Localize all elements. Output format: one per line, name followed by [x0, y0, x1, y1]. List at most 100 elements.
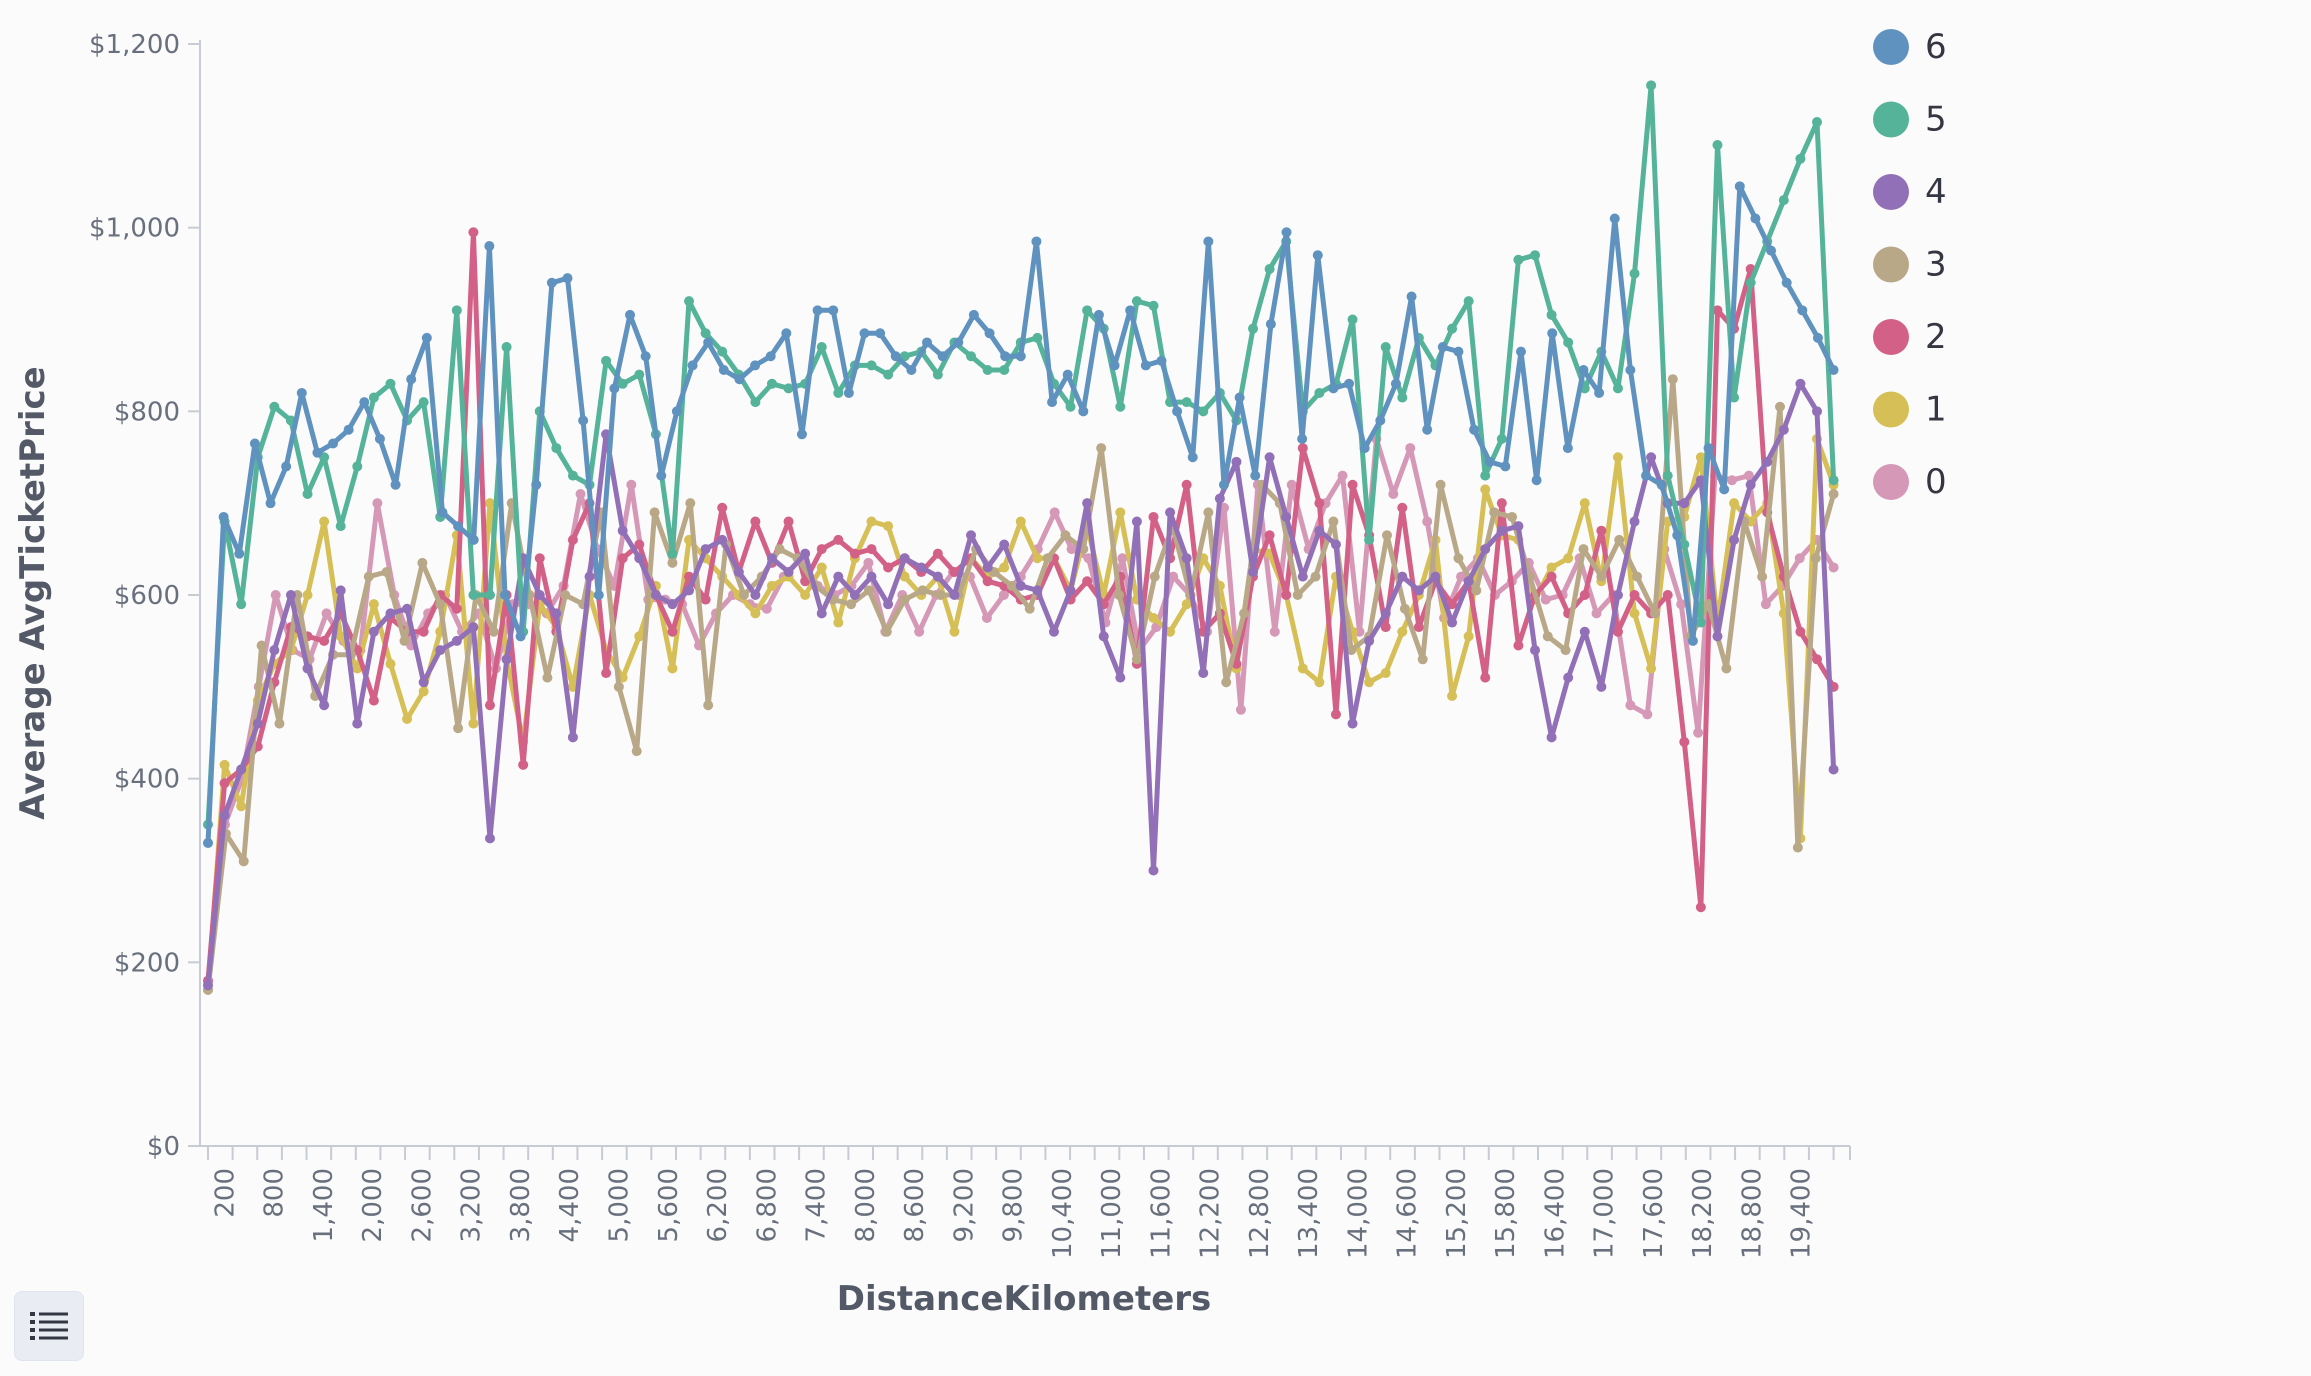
- data-point: [1794, 553, 1805, 564]
- data-point: [451, 603, 462, 614]
- data-point: [684, 585, 695, 596]
- data-point: [906, 365, 917, 376]
- data-point: [922, 337, 933, 348]
- data-point: [833, 534, 844, 545]
- data-point: [1625, 365, 1636, 376]
- data-point: [1314, 387, 1325, 398]
- data-point: [1693, 727, 1704, 738]
- data-point: [1729, 498, 1740, 509]
- data-point: [1148, 865, 1159, 876]
- data-point: [1181, 599, 1192, 610]
- data-point: [935, 590, 946, 600]
- data-point: [1397, 392, 1408, 403]
- data-point: [1596, 681, 1607, 692]
- data-point: [1234, 392, 1245, 403]
- data-point: [1430, 571, 1441, 582]
- data-point: [1828, 475, 1839, 486]
- data-point: [1330, 539, 1341, 550]
- legend-label: 5: [1925, 100, 1947, 140]
- data-point: [1531, 475, 1542, 486]
- data-point: [551, 443, 562, 454]
- data-point: [1337, 470, 1348, 481]
- data-point: [812, 305, 823, 316]
- x-tick-label: 10,400: [1048, 1168, 1078, 1259]
- data-point: [584, 571, 595, 582]
- data-point: [1203, 236, 1214, 247]
- data-point: [270, 590, 281, 600]
- legend-swatch: [1873, 464, 1909, 500]
- data-point: [634, 369, 645, 380]
- data-point: [1579, 590, 1590, 600]
- data-point: [352, 718, 363, 729]
- data-point: [1062, 369, 1073, 380]
- data-point: [385, 608, 396, 619]
- y-tick-label: $600: [114, 581, 180, 611]
- data-point: [1579, 498, 1590, 509]
- data-point: [1546, 309, 1557, 320]
- data-point: [1642, 709, 1653, 720]
- data-point: [1679, 736, 1690, 747]
- y-tick-label: $200: [114, 948, 180, 978]
- data-point: [667, 626, 678, 637]
- data-point: [750, 608, 761, 619]
- data-point: [883, 521, 894, 532]
- x-tick-label: 17,000: [1590, 1168, 1620, 1259]
- data-point: [1078, 406, 1089, 417]
- data-point: [302, 590, 313, 600]
- data-point: [385, 378, 396, 389]
- data-point: [843, 387, 854, 398]
- data-point: [859, 328, 870, 339]
- data-point: [1578, 365, 1589, 376]
- data-point: [562, 273, 573, 284]
- data-point: [1347, 718, 1358, 729]
- data-point: [613, 681, 624, 692]
- x-tick-label: 18,200: [1688, 1168, 1718, 1259]
- data-point: [1388, 488, 1399, 499]
- x-axis: 200 800 1,400 2,000 2,600 3,200 3,800 4,400 5,00…: [200, 1145, 1851, 1259]
- data-point: [966, 530, 977, 541]
- data-point: [368, 599, 379, 610]
- data-point: [1181, 397, 1192, 408]
- data-point: [534, 590, 545, 600]
- data-point: [1096, 443, 1107, 454]
- data-point: [914, 626, 925, 637]
- legend: 6 5 4 3 2 1 0: [1873, 27, 1947, 502]
- data-point: [828, 305, 839, 316]
- data-point: [1380, 608, 1391, 619]
- data-point: [846, 599, 857, 610]
- data-point: [372, 498, 383, 509]
- legend-label: 6: [1925, 27, 1947, 67]
- data-point: [321, 608, 332, 619]
- data-point: [1676, 599, 1687, 610]
- data-point: [1148, 511, 1159, 522]
- data-point: [631, 746, 642, 757]
- data-point: [1612, 626, 1623, 637]
- data-point: [1347, 479, 1358, 490]
- data-point: [1165, 626, 1176, 637]
- data-point: [1453, 553, 1464, 564]
- x-tick-label: 15,800: [1491, 1168, 1521, 1259]
- legend-label: 3: [1925, 245, 1947, 285]
- x-tick-label: 200: [210, 1168, 240, 1218]
- data-point: [1649, 608, 1660, 619]
- data-point: [863, 585, 874, 596]
- data-point: [634, 539, 645, 550]
- data-point: [883, 562, 894, 573]
- data-point: [949, 590, 960, 600]
- data-point: [484, 700, 495, 711]
- data-point: [312, 447, 323, 458]
- data-point: [1413, 622, 1424, 633]
- legend-toggle-button[interactable]: [14, 1291, 84, 1361]
- data-point: [1760, 599, 1771, 610]
- data-point: [781, 328, 792, 339]
- data-point: [783, 516, 794, 527]
- data-point: [1828, 764, 1839, 775]
- data-point: [766, 378, 777, 389]
- series-5: [203, 80, 1839, 830]
- x-tick-label: 800: [260, 1168, 290, 1218]
- data-point: [1810, 553, 1821, 564]
- data-point: [1530, 645, 1541, 656]
- data-point: [1594, 387, 1605, 398]
- data-point: [1469, 424, 1480, 435]
- data-point: [1484, 456, 1495, 467]
